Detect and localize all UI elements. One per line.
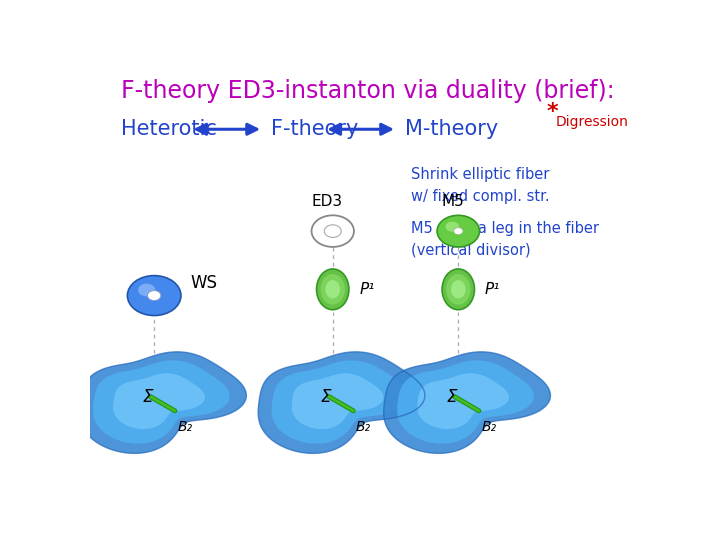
Text: Heterotic: Heterotic [121, 119, 217, 139]
Circle shape [312, 215, 354, 247]
Ellipse shape [442, 269, 474, 310]
Text: Digression: Digression [556, 115, 629, 129]
Text: F-theory: F-theory [271, 119, 359, 139]
Polygon shape [397, 360, 534, 444]
Text: WS: WS [190, 274, 217, 292]
Text: Shrink elliptic fiber
w/ fixed compl. str.: Shrink elliptic fiber w/ fixed compl. st… [411, 167, 549, 204]
Text: Σ: Σ [446, 388, 456, 407]
Text: P¹: P¹ [485, 282, 500, 297]
Text: B₂: B₂ [177, 420, 192, 434]
Text: ED3: ED3 [312, 194, 343, 208]
Ellipse shape [451, 280, 466, 299]
Ellipse shape [325, 280, 340, 299]
Text: M-theory: M-theory [405, 119, 498, 139]
Polygon shape [93, 360, 230, 444]
Circle shape [437, 215, 480, 247]
Text: P¹: P¹ [359, 282, 375, 297]
Text: M5  with a leg in the fiber
(vertical divisor): M5 with a leg in the fiber (vertical div… [411, 221, 599, 258]
Circle shape [127, 275, 181, 315]
Polygon shape [384, 352, 551, 454]
Polygon shape [292, 373, 384, 429]
Circle shape [148, 291, 161, 301]
Circle shape [324, 225, 341, 238]
Text: Σ: Σ [321, 388, 331, 407]
Polygon shape [271, 360, 408, 444]
Polygon shape [418, 373, 509, 429]
Polygon shape [113, 373, 205, 429]
Text: M5: M5 [441, 194, 464, 208]
Polygon shape [80, 352, 246, 454]
Text: F-theory ED3-instanton via duality (brief):: F-theory ED3-instanton via duality (brie… [121, 79, 614, 103]
Text: B₂: B₂ [356, 420, 371, 434]
Circle shape [454, 228, 463, 234]
Text: B₂: B₂ [482, 420, 497, 434]
Polygon shape [258, 352, 425, 454]
Ellipse shape [320, 274, 345, 305]
Text: *: * [546, 102, 558, 122]
Text: Σ: Σ [143, 388, 153, 407]
Ellipse shape [317, 269, 349, 310]
Ellipse shape [446, 274, 470, 305]
Circle shape [138, 284, 156, 296]
Circle shape [446, 221, 459, 232]
